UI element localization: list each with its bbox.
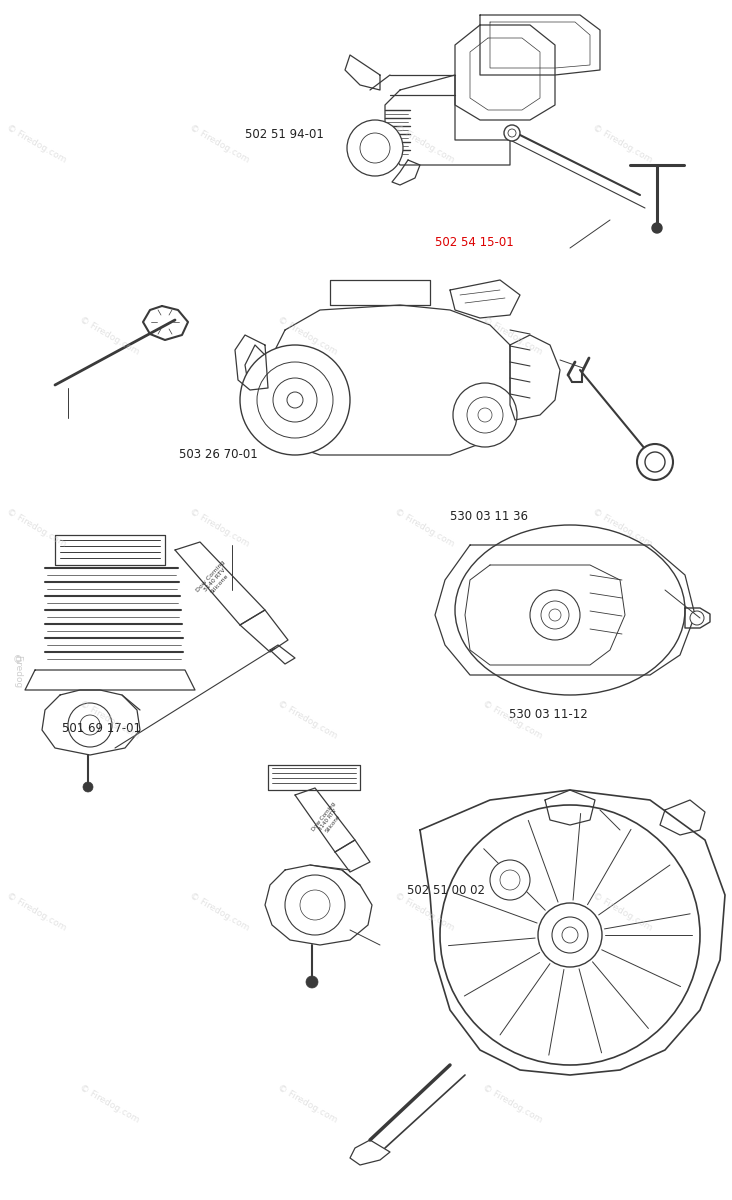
Polygon shape xyxy=(345,55,380,90)
Circle shape xyxy=(285,875,345,935)
Text: © Firedog.com: © Firedog.com xyxy=(276,700,339,740)
Circle shape xyxy=(538,902,602,967)
Circle shape xyxy=(562,926,578,943)
Polygon shape xyxy=(455,25,555,120)
Circle shape xyxy=(257,362,333,438)
Text: © Firedog.com: © Firedog.com xyxy=(481,316,544,356)
Text: © Firedog.com: © Firedog.com xyxy=(5,892,68,932)
Circle shape xyxy=(287,392,303,408)
Circle shape xyxy=(440,805,700,1066)
Circle shape xyxy=(552,917,588,953)
Circle shape xyxy=(347,120,403,176)
Text: 503 26 70-01: 503 26 70-01 xyxy=(179,448,258,461)
Circle shape xyxy=(273,378,317,422)
Text: © Firedog.com: © Firedog.com xyxy=(481,700,544,740)
Polygon shape xyxy=(55,535,165,565)
Circle shape xyxy=(467,397,503,433)
Polygon shape xyxy=(175,542,265,625)
Circle shape xyxy=(541,601,569,629)
Text: 502 51 94-01: 502 51 94-01 xyxy=(245,127,324,140)
Text: ©: © xyxy=(13,655,23,665)
Text: © Firedog.com: © Firedog.com xyxy=(78,1084,141,1124)
Text: Firedog: Firedog xyxy=(13,655,23,689)
Text: © Firedog.com: © Firedog.com xyxy=(393,892,456,932)
Circle shape xyxy=(68,703,112,746)
Polygon shape xyxy=(25,670,195,690)
Polygon shape xyxy=(268,766,360,790)
Circle shape xyxy=(360,133,390,163)
Text: © Firedog.com: © Firedog.com xyxy=(276,1084,339,1124)
Text: © Firedog.com: © Firedog.com xyxy=(591,124,654,164)
Polygon shape xyxy=(660,800,705,835)
Circle shape xyxy=(500,870,520,890)
Polygon shape xyxy=(392,160,420,185)
Circle shape xyxy=(478,408,492,422)
Polygon shape xyxy=(42,690,140,755)
Polygon shape xyxy=(350,1140,390,1165)
Circle shape xyxy=(80,715,100,734)
Polygon shape xyxy=(490,22,590,68)
Circle shape xyxy=(645,452,665,472)
Polygon shape xyxy=(685,608,710,628)
Polygon shape xyxy=(450,280,520,318)
Text: © Firedog.com: © Firedog.com xyxy=(188,508,251,548)
Text: © Firedog.com: © Firedog.com xyxy=(393,508,456,548)
Polygon shape xyxy=(465,565,625,665)
Text: 530 03 11 36: 530 03 11 36 xyxy=(450,510,528,522)
Circle shape xyxy=(504,125,520,140)
Text: © Firedog.com: © Firedog.com xyxy=(591,892,654,932)
Polygon shape xyxy=(385,74,510,164)
Circle shape xyxy=(306,976,318,988)
Text: © Firedog.com: © Firedog.com xyxy=(481,1084,544,1124)
Text: © Firedog.com: © Firedog.com xyxy=(188,124,251,164)
Text: 502 51 00 02: 502 51 00 02 xyxy=(407,884,485,898)
Polygon shape xyxy=(270,646,295,664)
Circle shape xyxy=(530,590,580,640)
Polygon shape xyxy=(265,305,510,455)
Polygon shape xyxy=(420,790,725,1075)
Circle shape xyxy=(83,782,93,792)
Text: 502 54 15-01: 502 54 15-01 xyxy=(435,236,514,250)
Circle shape xyxy=(453,383,517,446)
Text: 530 03 11-12: 530 03 11-12 xyxy=(509,708,588,721)
Circle shape xyxy=(637,444,673,480)
Text: Dow Corning
3140 RTV
Silicone: Dow Corning 3140 RTV Silicone xyxy=(195,559,235,600)
Polygon shape xyxy=(330,280,430,305)
Polygon shape xyxy=(265,865,372,946)
Text: © Firedog.com: © Firedog.com xyxy=(78,700,141,740)
Text: Dow Corning
3140 RTV
Silicone: Dow Corning 3140 RTV Silicone xyxy=(310,802,346,839)
Circle shape xyxy=(652,223,662,233)
Text: © Firedog.com: © Firedog.com xyxy=(591,508,654,548)
Polygon shape xyxy=(245,346,285,415)
Polygon shape xyxy=(235,335,268,390)
Text: © Firedog.com: © Firedog.com xyxy=(276,316,339,356)
Polygon shape xyxy=(480,14,600,74)
Circle shape xyxy=(690,611,704,625)
Polygon shape xyxy=(545,790,595,826)
Circle shape xyxy=(490,860,530,900)
Circle shape xyxy=(240,346,350,455)
Text: © Firedog.com: © Firedog.com xyxy=(393,124,456,164)
Circle shape xyxy=(549,608,561,622)
Circle shape xyxy=(508,128,516,137)
Text: © Firedog.com: © Firedog.com xyxy=(188,892,251,932)
Polygon shape xyxy=(510,335,560,420)
Polygon shape xyxy=(143,306,188,340)
Polygon shape xyxy=(470,38,540,110)
Polygon shape xyxy=(435,545,695,674)
Polygon shape xyxy=(335,840,370,872)
Text: © Firedog.com: © Firedog.com xyxy=(5,508,68,548)
Text: © Firedog.com: © Firedog.com xyxy=(5,124,68,164)
Circle shape xyxy=(300,890,330,920)
Text: 501 69 17-01: 501 69 17-01 xyxy=(62,722,141,736)
Polygon shape xyxy=(240,610,288,652)
Polygon shape xyxy=(295,788,355,852)
Text: © Firedog.com: © Firedog.com xyxy=(78,316,141,356)
